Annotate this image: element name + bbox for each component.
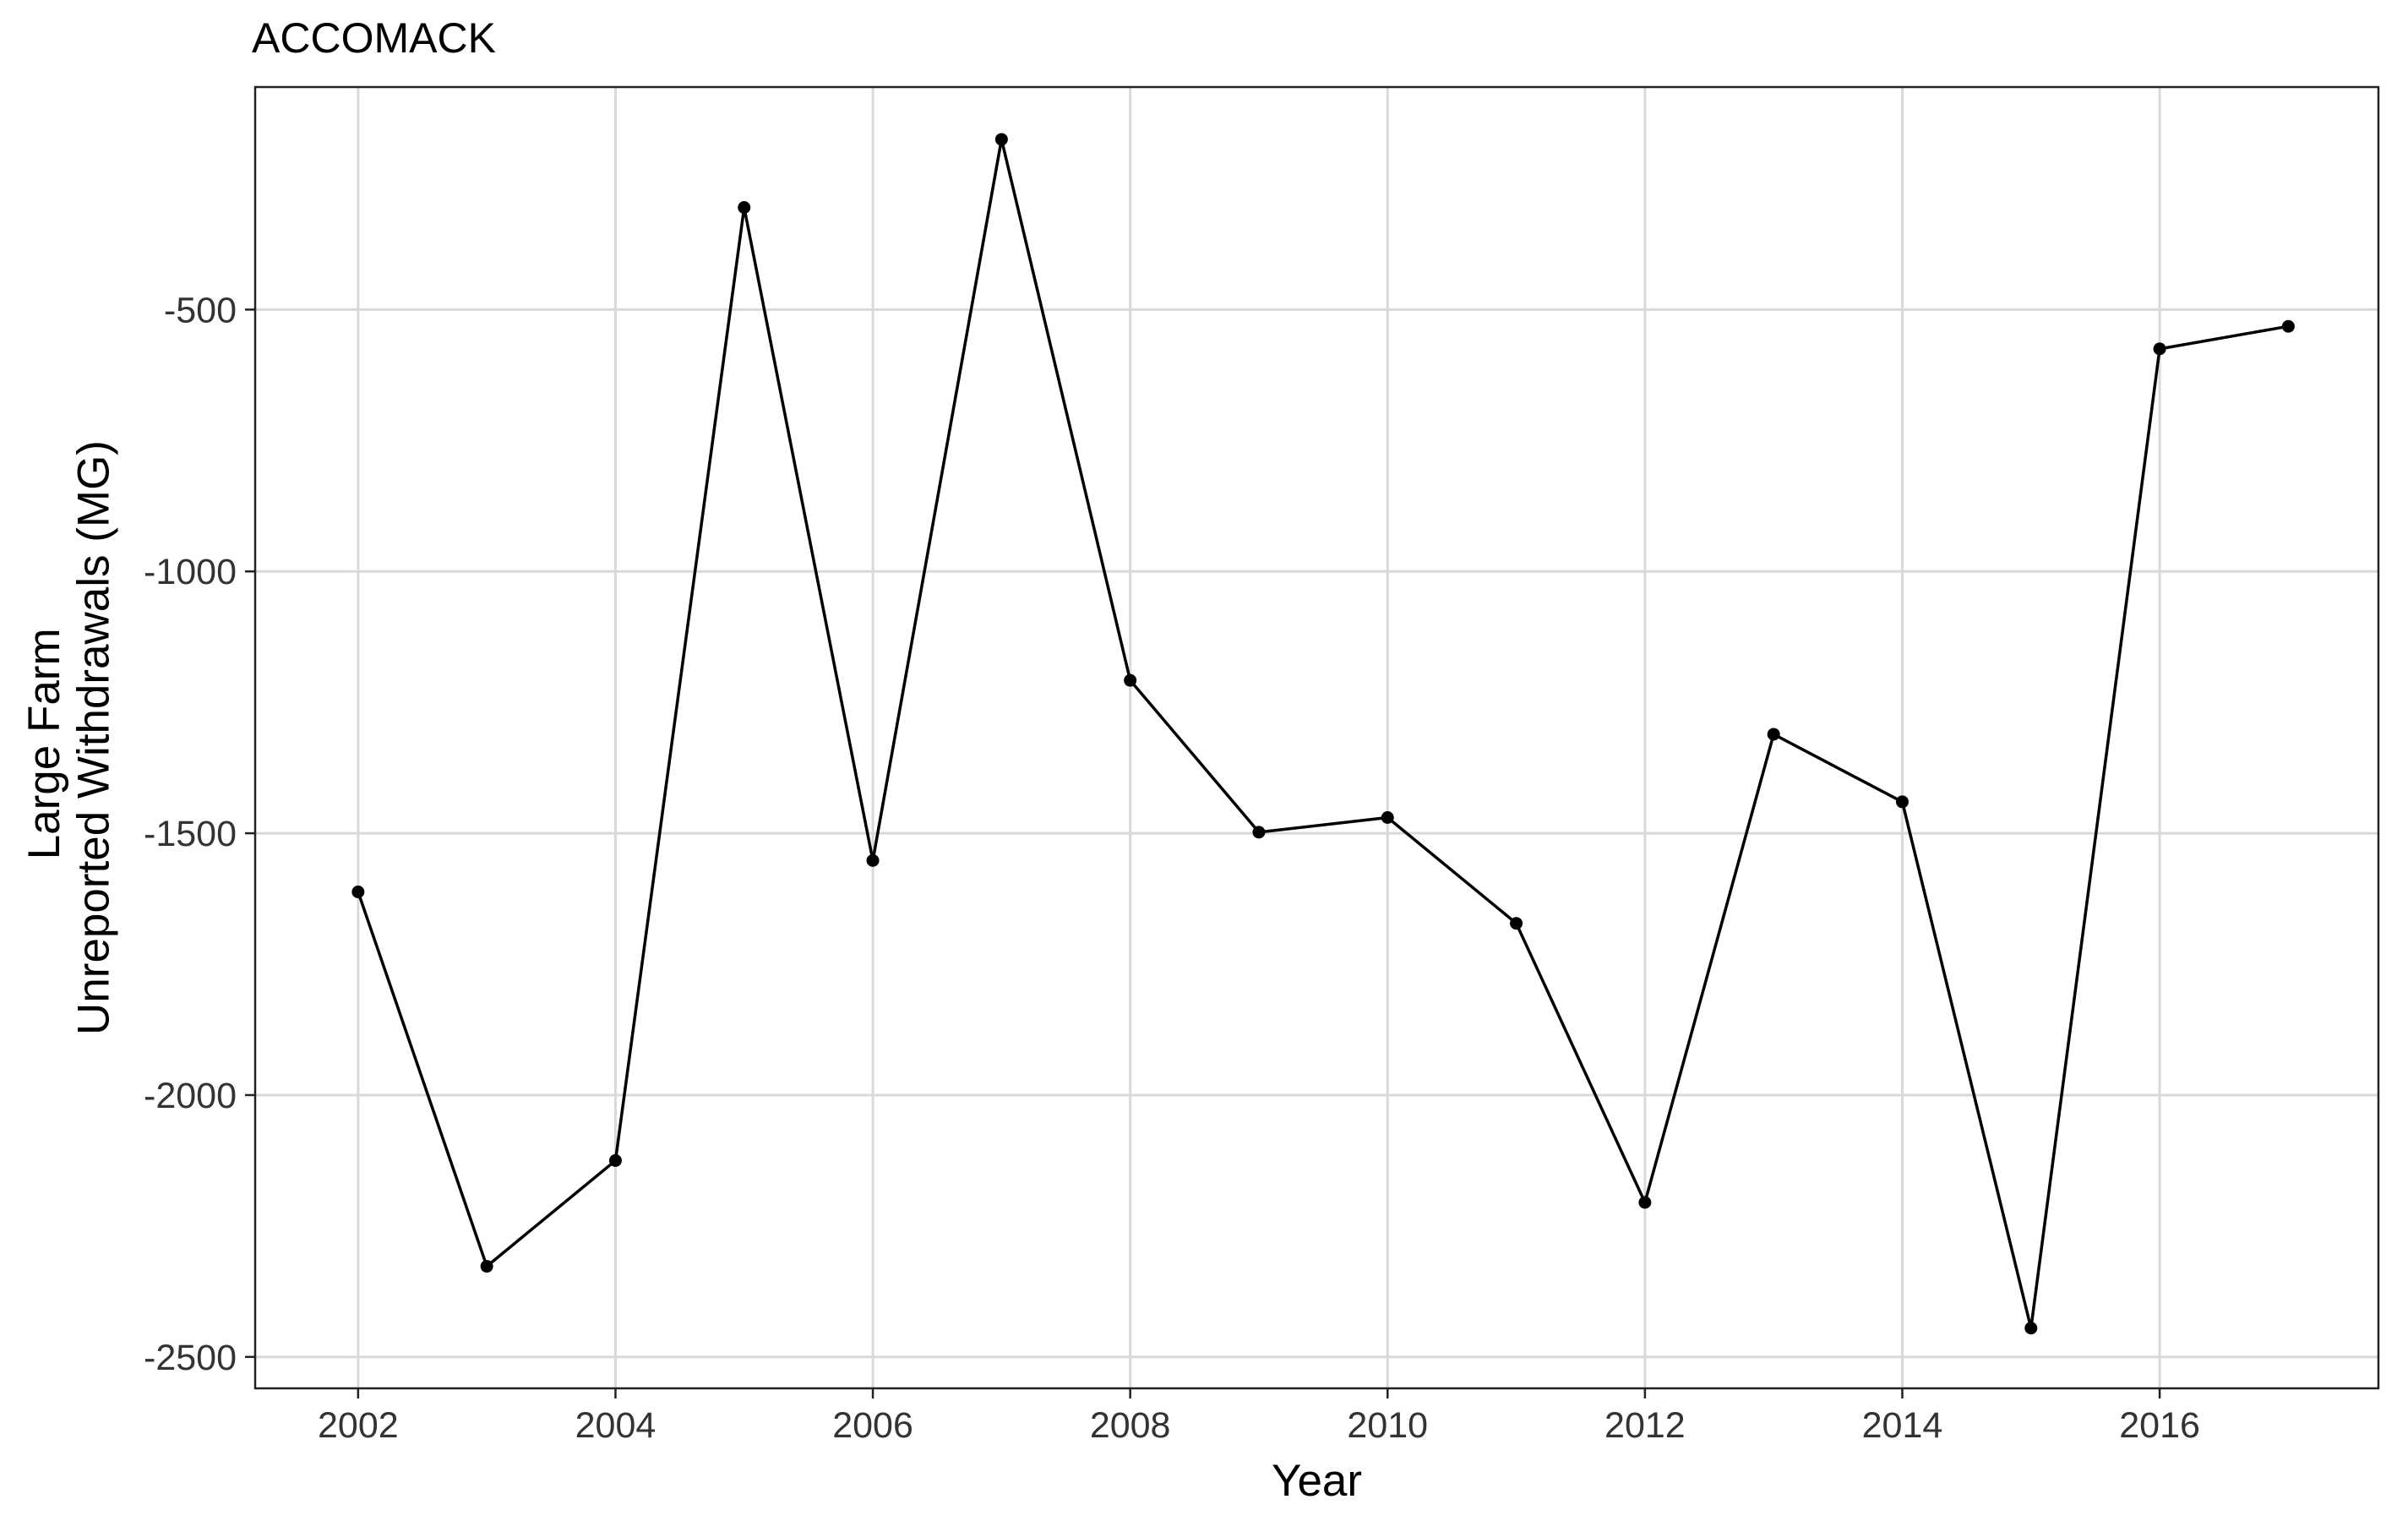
y-tick-label--500: -500 (164, 290, 237, 330)
data-point-2017 (2281, 319, 2295, 333)
y-tick-label--2500: -2500 (144, 1338, 237, 1378)
points-layer (351, 133, 2295, 1335)
x-axis: 2002 2004 2006 2008 2010 2012 2014 2016 (318, 1388, 2200, 1446)
data-point-2002 (351, 886, 365, 899)
data-point-2007 (994, 133, 1008, 146)
data-point-2016 (2153, 342, 2166, 356)
x-tick-label-2002: 2002 (318, 1405, 399, 1446)
x-tick-label-2012: 2012 (1604, 1405, 1686, 1446)
data-point-2012 (1638, 1196, 1652, 1209)
y-axis-title: Large Farm Unreported Withdrawals (MG) (19, 440, 118, 1035)
data-point-2013 (1767, 728, 1780, 741)
y-tick-label--1000: -1000 (144, 552, 237, 592)
data-point-2008 (1124, 673, 1137, 687)
x-tick-label-2014: 2014 (1862, 1405, 1943, 1446)
x-tick-label-2006: 2006 (832, 1405, 913, 1446)
data-point-2011 (1510, 917, 1523, 930)
series-line (357, 138, 2289, 1330)
data-point-2014 (1895, 795, 1909, 809)
y-tick-label--2000: -2000 (144, 1076, 237, 1116)
chart-title: ACCOMACK (252, 14, 496, 62)
data-point-2006 (866, 853, 880, 867)
x-axis-title: Year (1272, 1456, 1362, 1506)
data-point-2010 (1381, 811, 1394, 825)
data-point-2004 (608, 1153, 622, 1167)
x-tick-label-2016: 2016 (2119, 1405, 2200, 1446)
data-point-2003 (480, 1260, 493, 1273)
data-point-2009 (1252, 826, 1266, 839)
grid (255, 87, 2378, 1388)
x-tick-label-2010: 2010 (1347, 1405, 1428, 1446)
x-tick-label-2008: 2008 (1090, 1405, 1171, 1446)
y-axis-title-line-1: Large Farm (19, 628, 69, 859)
series-layer (357, 138, 2289, 1330)
y-axis: -2500 -2000 -1500 -1000 -500 (144, 290, 255, 1378)
y-tick-label--1500: -1500 (144, 814, 237, 854)
y-axis-title-line-2: Unreported Withdrawals (MG) (68, 440, 118, 1035)
data-point-2015 (2024, 1322, 2038, 1335)
plot-panel-border (253, 85, 2380, 1390)
x-tick-label-2004: 2004 (575, 1405, 656, 1446)
data-point-2005 (738, 201, 751, 215)
